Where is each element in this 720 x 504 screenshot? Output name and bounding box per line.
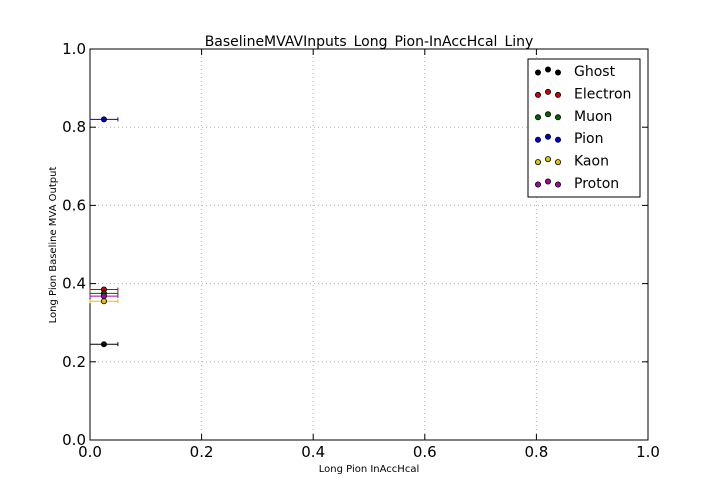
legend-entry-ghost: Ghost [535, 64, 616, 80]
data-point [100, 298, 107, 305]
x-tick-label: 0.4 [301, 443, 325, 461]
legend-entry-kaon: Kaon [535, 154, 609, 170]
ticks [89, 48, 649, 441]
legend-label: Muon [574, 109, 612, 125]
data-points [89, 116, 119, 348]
legend-entry-electron: Electron [535, 86, 631, 102]
series-pion [89, 116, 119, 123]
legend-marker [545, 178, 552, 185]
x-tick-label: 0.0 [78, 443, 102, 461]
chart-title: BaselineMVAVInputs_Long_Pion-InAccHcal_L… [205, 34, 534, 50]
series-proton [89, 293, 119, 300]
legend-marker [545, 88, 552, 95]
legend-label: Kaon [574, 154, 609, 170]
x-axis-label: Long Pion InAccHcal [319, 464, 419, 475]
legend-marker [535, 136, 542, 143]
legend-entry-proton: Proton [535, 176, 619, 192]
legend-marker [555, 136, 562, 143]
legend-label: Pion [574, 131, 603, 147]
legend-marker [555, 159, 562, 166]
y-tick-label: 0.0 [62, 431, 86, 449]
legend-marker [535, 91, 542, 98]
plot-frame [89, 48, 649, 441]
legend-marker [545, 66, 552, 73]
legend-marker [555, 114, 562, 121]
legend-marker [535, 69, 542, 76]
legend-marker [535, 159, 542, 166]
x-tick-label: 0.6 [413, 443, 437, 461]
data-point [100, 341, 107, 348]
legend-label: Electron [574, 86, 631, 102]
data-point [100, 116, 107, 123]
legend-label: Proton [574, 176, 619, 192]
legend-entry-pion: Pion [535, 131, 603, 147]
y-tick-label: 0.2 [62, 353, 86, 371]
legend-marker [545, 133, 552, 140]
y-tick-label: 0.8 [62, 118, 86, 136]
data-point [100, 293, 107, 300]
y-axis-label: Long Pion Baseline MVA Output [48, 167, 59, 324]
legend-marker [555, 181, 562, 188]
tick-labels: 0.0 0.2 0.4 0.6 0.8 1.0 0.0 0.2 0.4 0.6 0.8 1.0 [62, 40, 660, 461]
x-tick-label: 0.8 [524, 443, 548, 461]
legend-entry-muon: Muon [535, 109, 612, 125]
series-kaon [89, 298, 119, 305]
y-tick-label: 0.6 [62, 196, 86, 214]
legend-marker [535, 181, 542, 188]
series-ghost [89, 341, 119, 348]
y-tick-label: 0.4 [62, 275, 86, 293]
y-tick-label: 1.0 [62, 40, 86, 58]
legend-marker [545, 111, 552, 118]
legend-marker [545, 156, 552, 163]
legend-marker [535, 114, 542, 121]
legend-box [527, 58, 641, 198]
x-tick-label: 0.2 [190, 443, 214, 461]
legend-label: Ghost [574, 64, 616, 80]
legend-marker [555, 69, 562, 76]
legend-marker [555, 91, 562, 98]
legend: Ghost Electron Muon Pion Kaon Proton [527, 58, 641, 198]
x-tick-label: 1.0 [636, 443, 660, 461]
